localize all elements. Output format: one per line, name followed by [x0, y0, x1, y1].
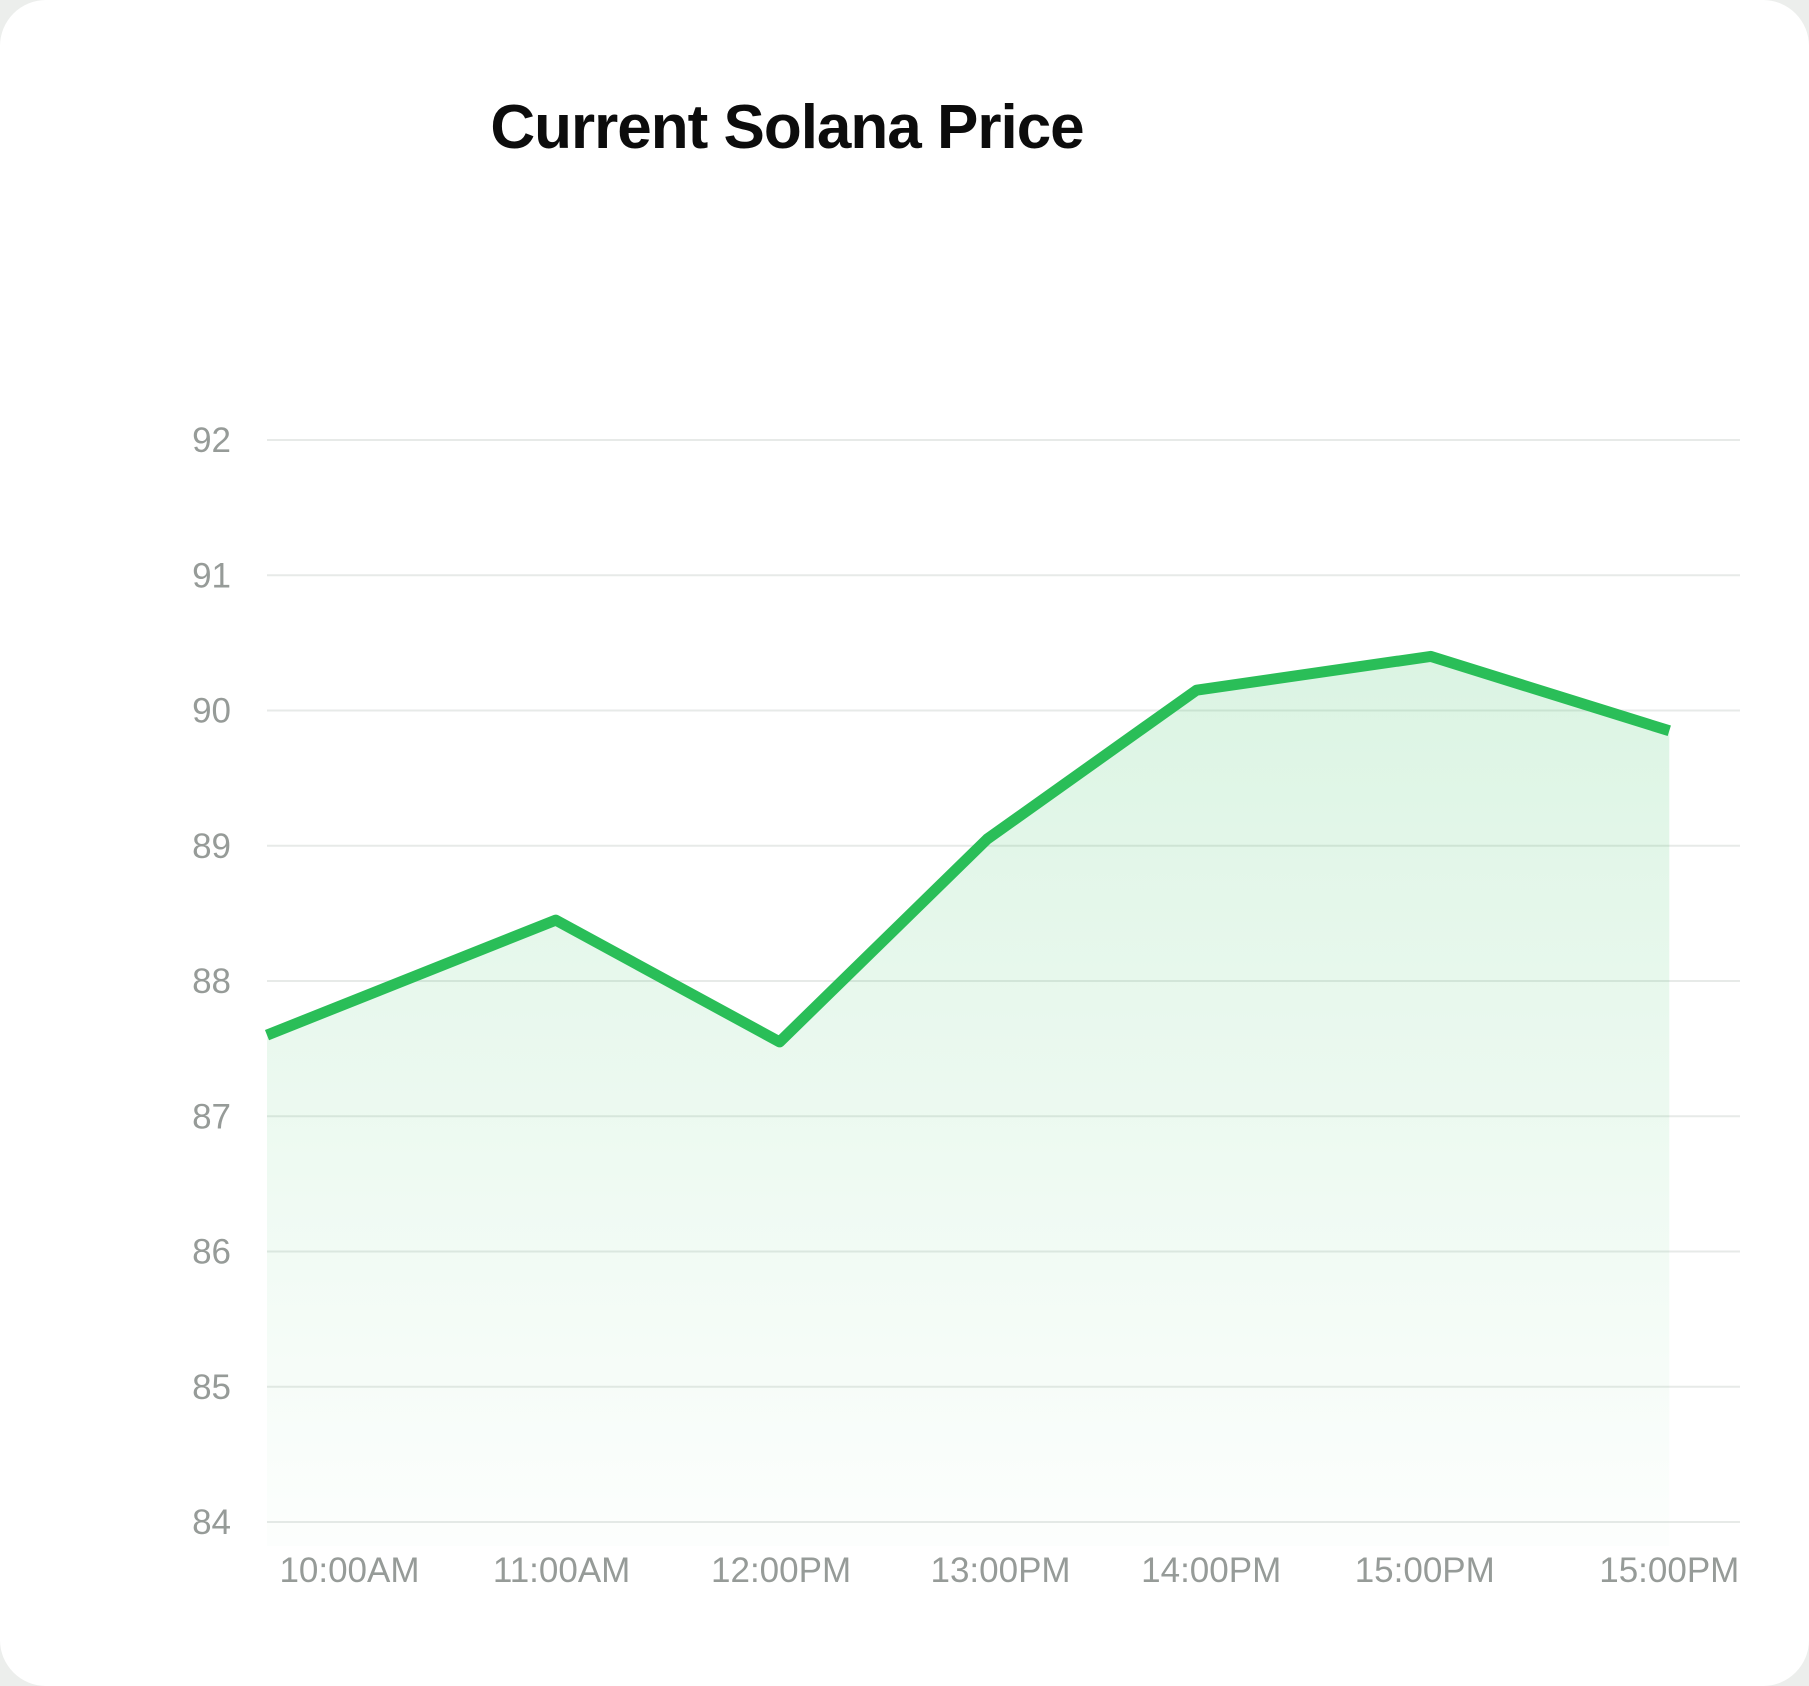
chart-title: Current Solana Price [490, 93, 1084, 162]
price-area-fill [267, 656, 1670, 1546]
y-axis-labels: 84 85 86 87 88 89 90 91 92 [192, 421, 231, 1542]
y-tick-label: 89 [192, 827, 231, 866]
x-tick-label: 15:00PM [1355, 1551, 1495, 1590]
x-tick-label: 13:00PM [931, 1551, 1071, 1590]
y-tick-label: 91 [192, 556, 231, 595]
y-tick-label: 92 [192, 421, 231, 460]
y-tick-label: 84 [192, 1503, 231, 1542]
x-tick-label: 12:00PM [711, 1551, 851, 1590]
y-tick-label: 90 [192, 692, 231, 731]
y-tick-label: 88 [192, 962, 231, 1001]
x-tick-label: 15:00PM [1599, 1551, 1739, 1590]
y-tick-label: 85 [192, 1368, 231, 1407]
price-line [264, 650, 1671, 1048]
x-axis-labels: 10:00AM 11:00AM 12:00PM 13:00PM 14:00PM 15:00… [279, 1551, 1739, 1590]
x-tick-label: 11:00AM [493, 1551, 631, 1590]
y-tick-label: 86 [192, 1233, 231, 1272]
y-tick-label: 87 [192, 1097, 231, 1136]
x-tick-label: 10:00AM [279, 1551, 419, 1590]
x-tick-label: 14:00PM [1141, 1551, 1281, 1590]
